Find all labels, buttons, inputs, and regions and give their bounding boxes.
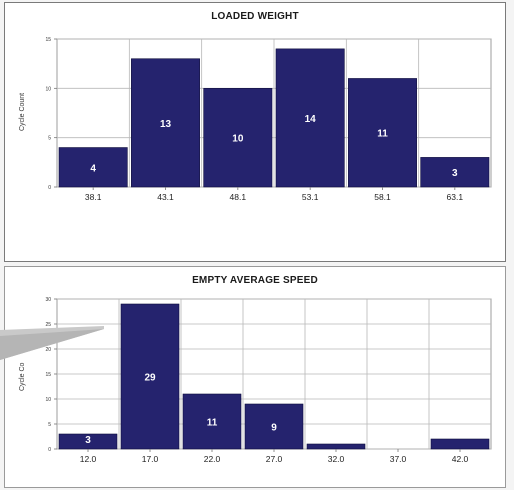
chart-title: EMPTY AVERAGE SPEED xyxy=(192,275,318,286)
empty-average-speed-panel: EMPTY AVERAGE SPEED Cycle Co 0 5 10 15 20 25 3… xyxy=(4,266,506,488)
data-label: 29 xyxy=(144,373,156,384)
data-label: 13 xyxy=(160,119,172,130)
bar xyxy=(244,403,304,450)
bar xyxy=(306,443,366,450)
x-tick-label: 63.1 xyxy=(447,192,464,202)
y-tick-label: 5 xyxy=(48,136,51,142)
data-label: 11 xyxy=(207,418,218,429)
x-tick-label: 27.0 xyxy=(266,454,283,464)
x-tick-label: 43.1 xyxy=(157,192,174,202)
loaded-weight-chart: 0 5 10 15 4 38.1 13 43.1 10 48.1 14 53.1 11 58.1 3 63.1 xyxy=(45,37,492,202)
data-label: 3 xyxy=(85,435,91,446)
bar xyxy=(348,78,417,188)
y-tick-label: 30 xyxy=(45,297,51,303)
data-label: 9 xyxy=(271,423,277,434)
data-label: 10 xyxy=(232,134,244,145)
data-label: 11 xyxy=(377,129,388,140)
x-tick-label: 12.0 xyxy=(80,454,97,464)
y-tick-label: 15 xyxy=(45,37,51,43)
x-tick-label: 58.1 xyxy=(374,192,391,202)
x-tick-label: 42.0 xyxy=(452,454,469,464)
data-label: 3 xyxy=(452,168,458,179)
x-tick-label: 37.0 xyxy=(390,454,407,464)
x-tick-label: 22.0 xyxy=(204,454,221,464)
x-tick-label: 38.1 xyxy=(85,192,102,202)
x-tick-label: 32.0 xyxy=(328,454,345,464)
loaded-weight-panel: LOADED WEIGHT Cycle Count 0 5 10 15 4 38.1 13 4… xyxy=(4,2,506,262)
callout-pointer xyxy=(0,326,104,360)
data-label: 14 xyxy=(305,114,317,125)
y-tick-label: 10 xyxy=(45,397,51,403)
data-label: 4 xyxy=(90,163,96,174)
bar xyxy=(131,58,200,188)
y-tick-label: 15 xyxy=(45,372,51,378)
bar xyxy=(203,88,273,188)
bar xyxy=(182,393,242,450)
empty-average-speed-chart: 0 5 10 15 20 25 30 3 12.0 29 17.0 11 22.0 9 27.0 32.0 37… xyxy=(45,297,492,464)
x-tick-label: 48.1 xyxy=(230,192,247,202)
y-tick-label: 0 xyxy=(48,185,51,191)
chart-title: LOADED WEIGHT xyxy=(211,11,299,22)
bar xyxy=(430,438,490,450)
y-tick-label: 20 xyxy=(45,347,51,353)
y-tick-label: 25 xyxy=(45,322,51,328)
bar xyxy=(420,157,490,188)
y-tick-label: 10 xyxy=(45,86,51,92)
y-tick-label: 0 xyxy=(48,447,51,453)
x-tick-label: 17.0 xyxy=(142,454,159,464)
y-tick-label: 5 xyxy=(48,422,51,428)
bar xyxy=(120,303,180,450)
x-tick-label: 53.1 xyxy=(302,192,319,202)
